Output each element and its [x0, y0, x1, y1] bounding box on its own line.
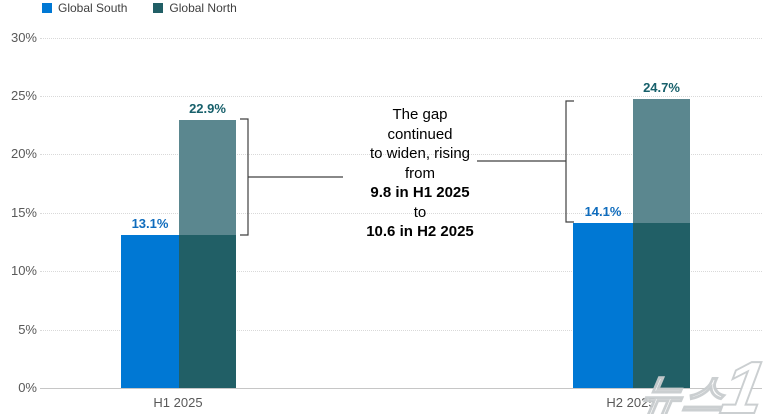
bar-global-north-overlap [179, 234, 236, 388]
bar-global-north-overlap [633, 223, 690, 388]
gridline [40, 95, 762, 97]
y-axis-tick-label: 20% [10, 146, 37, 162]
y-axis-tick-label: 30% [10, 29, 37, 45]
gap-annotation: The gap continued to widen, rising from 9.8 … [318, 105, 522, 242]
gridline [40, 154, 762, 156]
x-axis-line [40, 388, 762, 389]
annotation-line: 9.8 in H1 2025 [370, 184, 470, 201]
legend: Global South Global North [42, 0, 237, 16]
y-axis-tick-label: 10% [10, 263, 37, 279]
annotation-line: from [405, 164, 435, 182]
left-gap-bracket [240, 118, 249, 236]
south-value-label: 14.1% [584, 204, 622, 220]
annotation-line: The gap [392, 106, 448, 123]
annotation-line: to widen, rising [369, 145, 471, 162]
global-south-swatch-icon [42, 3, 52, 13]
gridline [40, 329, 762, 331]
gridline [40, 271, 762, 273]
bar-global-north-upper [633, 99, 690, 224]
y-axis-tick-label: 0% [18, 380, 37, 395]
legend-item-global-north: Global North [153, 1, 237, 15]
watermark-number: 1 [715, 345, 768, 414]
gridline [40, 37, 762, 39]
legend-label: Global North [169, 1, 237, 15]
annotation-line: to [413, 203, 427, 221]
y-axis-tick-label: 25% [10, 87, 37, 103]
legend-item-global-south: Global South [42, 1, 127, 15]
legend-label: Global South [58, 1, 128, 15]
north-value-label: 24.7% [643, 80, 680, 96]
x-axis-tick-label: H2 2025 [606, 395, 656, 410]
global-north-swatch-icon [153, 3, 164, 13]
north-value-label: 22.9% [189, 101, 226, 117]
y-axis-tick-label: 15% [10, 204, 37, 220]
annotation-line: continued [387, 125, 453, 143]
south-value-label: 13.1% [131, 215, 169, 231]
gridline [40, 212, 762, 214]
bar-global-south [121, 234, 179, 388]
annotation-line: 10.6 in H2 2025 [366, 223, 474, 240]
x-axis-tick-label: H1 2025 [153, 395, 203, 410]
bar-global-south [573, 223, 633, 388]
y-axis-tick-label: 5% [18, 321, 37, 337]
bar-global-north-upper [179, 120, 236, 235]
